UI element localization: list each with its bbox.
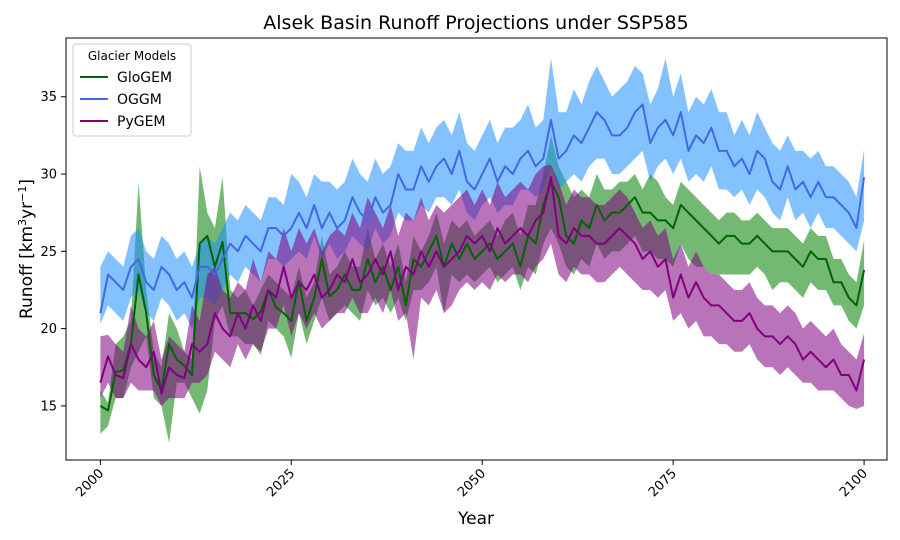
y-tick-label: 35	[40, 90, 57, 105]
x-axis-label: Year	[457, 509, 494, 529]
legend-entries: GloGEM OGGM PyGEM	[80, 70, 172, 130]
legend-label-glogem: GloGEM	[117, 70, 172, 86]
oggm-mean-line	[99, 103, 866, 314]
x-tick-label: 2100	[837, 466, 871, 500]
glogem-range-band	[100, 135, 865, 443]
y-axis-label-sup1: 3	[16, 219, 29, 226]
y-tick-label: 15	[40, 399, 57, 414]
legend-title: Glacier Models	[88, 49, 176, 63]
y-tick-label: 20	[40, 322, 57, 337]
legend-label-pygem: PyGEM	[117, 114, 166, 130]
y-axis-label: Runoff [km3yr−1]	[16, 179, 38, 319]
legend-box	[72, 43, 192, 137]
y-axis-ticks: 15 20 25 30 35	[40, 90, 66, 414]
x-axis-ticks: 2000 2025 2050 2075 2100	[73, 460, 871, 500]
x-tick-label: 2025	[264, 466, 298, 500]
y-axis-label-mid: yr	[17, 202, 37, 219]
y-tick-label: 30	[40, 168, 57, 183]
y-axis-label-end: ]	[17, 179, 37, 186]
x-tick-label: 2075	[646, 466, 680, 500]
series-lines	[99, 103, 866, 412]
pygem-mean-line	[99, 176, 866, 395]
x-tick-label: 2050	[455, 466, 489, 500]
chart-title: Alsek Basin Runoff Projections under SSP…	[263, 12, 688, 34]
pygem-range-band	[100, 164, 865, 409]
plot-frame	[65, 37, 888, 461]
legend-label-oggm: OGGM	[117, 92, 162, 108]
y-axis-label-main: Runoff [km	[17, 226, 37, 319]
legend: Glacier Models GloGEM OGGM PyGEM	[72, 43, 192, 137]
y-axis-label-sup2: −1	[16, 186, 29, 202]
y-tick-label: 25	[40, 245, 57, 260]
glogem-mean-line	[99, 180, 866, 412]
uncertainty-bands	[100, 58, 865, 443]
x-tick-label: 2000	[73, 466, 107, 500]
